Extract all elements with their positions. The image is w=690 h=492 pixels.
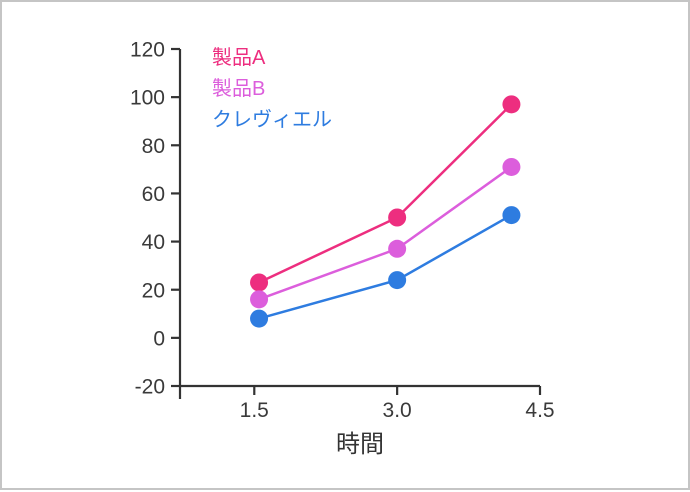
data-point-2-2 [502,206,521,225]
x-tick-label: 3.0 [383,399,412,422]
y-tick-label: 80 [142,135,165,158]
data-point-0-0 [250,273,269,292]
data-point-0-2 [502,95,521,114]
y-tick-label: 120 [130,39,165,62]
y-tick-label: 20 [142,279,165,302]
y-tick-label: 0 [153,327,165,350]
series-line-1 [257,165,513,301]
data-point-0-1 [388,208,407,227]
y-tick-label: 60 [142,183,165,206]
x-axis-title: 時間 [336,431,384,458]
data-point-1-0 [250,290,269,309]
data-point-1-1 [388,239,407,258]
y-tick-label: 40 [142,231,165,254]
series-line-2 [257,213,513,320]
data-point-2-1 [388,271,407,290]
y-tick-label: 100 [130,87,165,110]
legend-item-0: 製品A [212,47,266,69]
chart-legend: 製品A 製品B クレヴィエル [212,46,332,132]
y-tick-label: -20 [135,376,165,399]
legend-item-2: クレヴィエル [212,109,332,131]
data-point-2-0 [250,309,269,328]
x-tick-label: 4.5 [525,399,554,422]
x-tick-label: 1.5 [240,399,269,422]
legend-item-1: 製品B [212,78,266,100]
data-point-1-2 [502,157,521,176]
